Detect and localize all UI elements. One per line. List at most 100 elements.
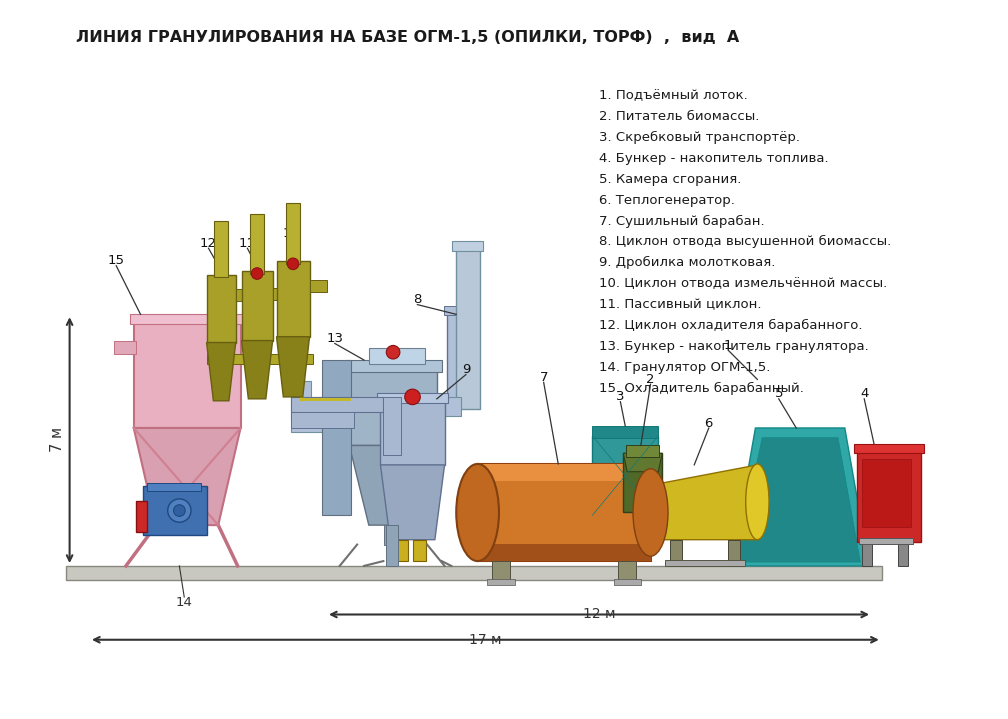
Text: 13. Бункер - накопитель гранулятора.: 13. Бункер - накопитель гранулятора. <box>599 340 869 353</box>
Bar <box>623 453 662 511</box>
Bar <box>136 501 147 532</box>
Bar <box>487 579 514 585</box>
Circle shape <box>287 258 298 270</box>
Bar <box>291 397 383 413</box>
Text: 12. Циклон охладителя барабанного.: 12. Циклон охладителя барабанного. <box>599 319 863 332</box>
Bar <box>350 367 436 446</box>
Text: 13: 13 <box>327 332 344 345</box>
Bar <box>130 314 245 324</box>
Bar <box>447 311 468 403</box>
Bar <box>444 306 471 316</box>
Bar <box>345 360 442 372</box>
Bar <box>492 561 510 580</box>
Bar <box>383 397 401 455</box>
Bar <box>626 446 659 457</box>
Bar <box>276 261 309 336</box>
Bar <box>291 381 310 420</box>
Bar <box>394 540 407 561</box>
Text: 11: 11 <box>239 237 256 250</box>
Polygon shape <box>380 465 445 540</box>
Text: 5. Камера сгорания.: 5. Камера сгорания. <box>599 173 742 186</box>
Ellipse shape <box>647 485 663 539</box>
Bar <box>323 360 352 516</box>
Text: 9. Дробилка молотковая.: 9. Дробилка молотковая. <box>599 256 775 270</box>
Polygon shape <box>350 446 436 525</box>
Bar <box>291 413 383 432</box>
Bar <box>286 203 299 264</box>
Text: 7. Сушильный барабан.: 7. Сушильный барабан. <box>599 214 765 228</box>
Bar <box>854 444 924 453</box>
Text: 6. Теплогенератор.: 6. Теплогенератор. <box>599 193 735 206</box>
Text: 4: 4 <box>860 388 869 400</box>
Bar <box>207 354 313 364</box>
Bar <box>250 214 264 273</box>
Bar <box>898 541 908 566</box>
Bar <box>369 348 425 364</box>
Text: 10: 10 <box>282 227 299 240</box>
Polygon shape <box>623 453 662 472</box>
Bar <box>860 538 913 544</box>
Bar <box>665 560 745 566</box>
Text: 3. Скребковый транспортёр.: 3. Скребковый транспортёр. <box>599 131 800 144</box>
Text: 12 м: 12 м <box>583 608 615 621</box>
Text: 2: 2 <box>646 373 655 386</box>
Bar <box>858 449 920 541</box>
Bar <box>300 397 461 416</box>
Text: 15: 15 <box>108 255 125 267</box>
Bar <box>291 413 354 428</box>
Text: 17 м: 17 м <box>469 633 502 647</box>
Bar <box>380 399 445 465</box>
Bar <box>614 579 641 585</box>
Text: 7 м: 7 м <box>50 427 66 452</box>
Polygon shape <box>736 438 861 562</box>
Bar <box>309 280 327 292</box>
Bar <box>619 561 636 580</box>
Text: 1: 1 <box>724 339 733 352</box>
Bar <box>478 544 650 561</box>
Ellipse shape <box>457 464 499 561</box>
Bar <box>386 525 398 566</box>
Bar <box>242 270 272 341</box>
Bar <box>143 486 207 535</box>
Bar <box>412 540 426 561</box>
Text: 3: 3 <box>616 390 625 403</box>
Bar <box>862 541 872 566</box>
Circle shape <box>251 267 263 280</box>
Polygon shape <box>134 428 241 525</box>
Bar <box>670 540 681 566</box>
Text: 8: 8 <box>413 293 421 306</box>
Bar <box>478 464 650 482</box>
Text: 10. Циклон отвода измельчённой массы.: 10. Циклон отвода измельчённой массы. <box>599 278 887 290</box>
Text: 7: 7 <box>539 371 548 384</box>
Text: 12: 12 <box>200 237 217 250</box>
Text: 2. Питатель биомассы.: 2. Питатель биомассы. <box>599 110 759 123</box>
Bar <box>728 540 740 566</box>
Circle shape <box>167 499 192 522</box>
Text: 15. Охладитель барабанный.: 15. Охладитель барабанный. <box>599 382 804 395</box>
Polygon shape <box>731 428 869 566</box>
Bar <box>147 483 201 491</box>
Polygon shape <box>655 465 757 540</box>
Ellipse shape <box>746 464 769 540</box>
Text: 8. Циклон отвода высушенной биомассы.: 8. Циклон отвода высушенной биомассы. <box>599 235 891 249</box>
Text: 11. Пассивный циклон.: 11. Пассивный циклон. <box>599 298 761 311</box>
Polygon shape <box>242 341 272 399</box>
Bar <box>862 459 911 527</box>
Bar <box>215 221 228 278</box>
Bar <box>457 248 480 408</box>
Polygon shape <box>276 336 309 397</box>
Bar <box>453 242 484 251</box>
Text: 14: 14 <box>175 596 193 609</box>
Bar <box>377 393 449 403</box>
Text: ЛИНИЯ ГРАНУЛИРОВАНИЯ НА БАЗЕ ОГМ-1,5 (ОПИЛКИ, ТОРФ)  ,  вид  А: ЛИНИЯ ГРАНУЛИРОВАНИЯ НА БАЗЕ ОГМ-1,5 (ОП… <box>76 30 739 45</box>
Bar <box>478 464 650 561</box>
Bar <box>236 289 253 301</box>
Bar <box>114 341 136 354</box>
Polygon shape <box>593 426 658 438</box>
Text: 5: 5 <box>774 388 783 400</box>
Ellipse shape <box>633 469 668 557</box>
Circle shape <box>386 345 400 359</box>
Bar <box>207 275 236 342</box>
Circle shape <box>405 389 420 405</box>
Text: 6: 6 <box>705 416 713 430</box>
